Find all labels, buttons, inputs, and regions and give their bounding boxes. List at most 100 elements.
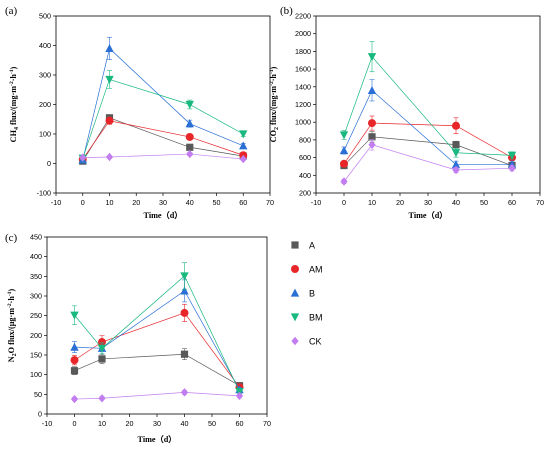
data-point-AM <box>185 132 194 141</box>
y-axis-title: CH4 flux/(mg·m-2·h-1) <box>9 66 20 142</box>
y-tick-label: 1800 <box>295 47 311 56</box>
legend-marker-A <box>291 241 299 249</box>
x-axis-title: Time（d） <box>138 434 177 444</box>
x-tick-label: 60 <box>239 198 247 207</box>
data-point-CK <box>186 149 194 159</box>
series-A <box>340 131 516 170</box>
series-line-AM <box>74 312 240 388</box>
y-tick-label: 350 <box>30 272 42 281</box>
data-point-CK <box>70 394 79 404</box>
data-point-B <box>70 342 79 351</box>
legend-marker-BM <box>290 313 300 322</box>
series-line-CK <box>82 153 244 160</box>
panel-label: (c) <box>5 232 18 244</box>
x-tick-label: 20 <box>132 198 140 207</box>
y-tick-label: 100 <box>39 130 51 139</box>
x-tick-label: 10 <box>106 198 114 207</box>
series-line-A <box>74 353 240 386</box>
y-tick-label: 150 <box>30 351 42 360</box>
series-B <box>70 279 244 394</box>
series-line-B <box>343 89 512 166</box>
legend-label-BM: BM <box>309 313 323 323</box>
data-point-A <box>186 143 194 151</box>
series-line-B <box>74 290 240 390</box>
data-point-BM <box>507 151 517 160</box>
y-tick-label: 600 <box>299 153 311 162</box>
x-tick-label: 50 <box>208 419 216 428</box>
series-line-A <box>343 136 513 166</box>
data-point-BM <box>105 75 114 84</box>
legend-item-AM: AM <box>291 265 323 275</box>
series-BM <box>78 70 248 163</box>
series-CK <box>79 149 247 164</box>
data-point-B <box>451 160 461 169</box>
x-tick-label: 50 <box>213 198 221 207</box>
x-tick-label: 50 <box>480 198 488 207</box>
data-point-CK <box>79 153 87 162</box>
chart-panel-2: (b)2004006008001000120014001600180020002… <box>269 5 544 220</box>
data-point-AM <box>70 356 79 365</box>
panel-label: (a) <box>5 5 18 17</box>
series-line-AM <box>82 120 244 160</box>
y-tick-label: 800 <box>299 135 311 144</box>
legend-marker-AM <box>291 265 299 273</box>
data-point-AM <box>105 116 114 125</box>
data-point-BM <box>367 53 377 62</box>
series-A <box>70 348 244 390</box>
x-tick-label: 60 <box>236 419 244 428</box>
x-tick-label: 60 <box>508 198 516 207</box>
y-tick-label: 450 <box>30 233 42 242</box>
legend-item-CK: CK <box>291 337 322 347</box>
data-point-B <box>367 85 377 94</box>
data-point-A <box>98 355 106 363</box>
data-point-B <box>185 119 194 128</box>
data-point-CK <box>452 165 460 175</box>
x-tick-label: -10 <box>51 198 61 207</box>
y-tick-label: 2000 <box>295 29 311 38</box>
data-point-B <box>239 141 248 150</box>
x-tick-label: -10 <box>42 419 52 428</box>
legend-label-CK: CK <box>309 337 322 347</box>
x-tick-label: 0 <box>73 419 77 428</box>
y-axis-title: N2O flux/(μg·m-2·h-1) <box>7 288 18 362</box>
data-point-BM <box>239 130 248 139</box>
legend-marker-B <box>290 288 300 297</box>
panel-label: (b) <box>280 5 293 17</box>
data-point-BM <box>180 272 189 281</box>
series-line-BM <box>343 56 513 156</box>
x-tick-label: 70 <box>263 419 271 428</box>
x-tick-label: -10 <box>311 198 321 207</box>
y-tick-label: 250 <box>30 311 42 320</box>
data-point-CK <box>105 152 114 162</box>
data-point-BM <box>97 344 107 353</box>
data-point-B <box>339 146 349 155</box>
series-CK <box>340 139 516 186</box>
data-point-CK <box>239 154 247 164</box>
data-point-AM <box>340 159 348 168</box>
x-tick-label: 30 <box>424 198 432 207</box>
x-tick-label: 10 <box>368 198 376 207</box>
y-tick-label: 200 <box>39 100 51 109</box>
series-line-B <box>82 47 244 161</box>
y-tick-label: 300 <box>39 71 51 80</box>
data-point-CK <box>340 177 348 186</box>
legend-label-B: B <box>309 289 315 299</box>
y-tick-label: 100 <box>30 370 42 379</box>
data-point-A <box>368 133 376 141</box>
series-BM <box>339 41 517 160</box>
y-tick-label: 1000 <box>295 118 311 127</box>
data-point-A <box>70 367 79 375</box>
y-tick-label: 400 <box>39 41 51 50</box>
x-tick-label: 40 <box>181 419 189 428</box>
plot-frame <box>46 236 268 415</box>
legend-item-BM: BM <box>290 313 323 323</box>
data-point-B <box>180 286 189 295</box>
data-point-BM <box>451 149 461 158</box>
x-tick-label: 20 <box>396 198 404 207</box>
series-BM <box>70 262 244 396</box>
series-B <box>78 36 248 164</box>
x-tick-label: 30 <box>153 419 161 428</box>
y-tick-label: 50 <box>34 390 42 399</box>
